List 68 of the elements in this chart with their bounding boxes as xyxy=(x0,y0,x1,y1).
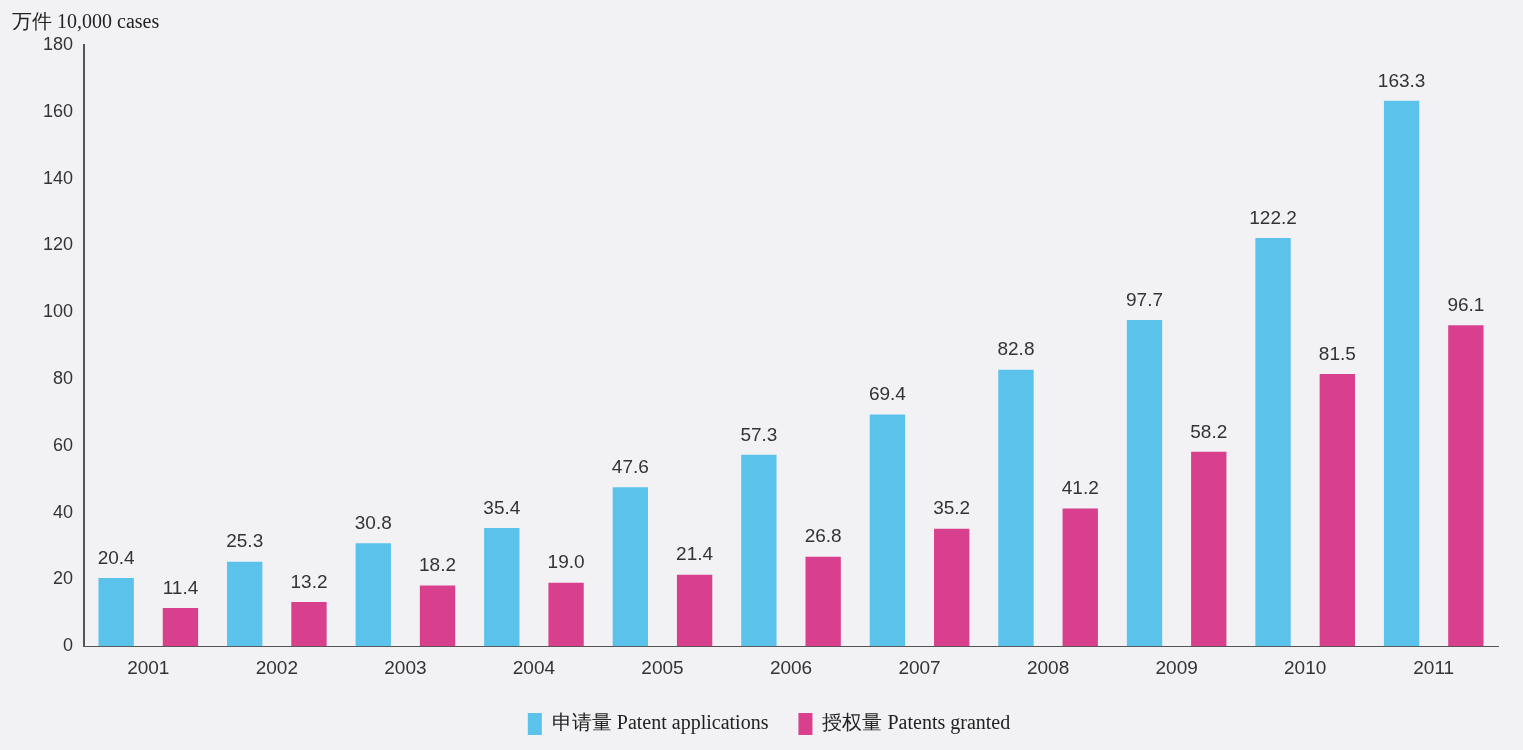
bar xyxy=(484,527,520,647)
y-axis-title: 万件 10,000 cases xyxy=(12,9,160,34)
bar xyxy=(1126,319,1163,647)
bar xyxy=(355,543,391,647)
y-tick-label: 180 xyxy=(42,33,74,54)
bar xyxy=(162,608,199,647)
data-label: 82.8 xyxy=(997,338,1035,360)
data-label: 58.2 xyxy=(1190,420,1228,442)
bar xyxy=(291,602,327,647)
data-label: 11.4 xyxy=(162,576,199,598)
y-tick-label: 160 xyxy=(42,100,74,121)
bar xyxy=(1448,325,1484,647)
y-tick-label: 100 xyxy=(42,301,74,322)
bar xyxy=(741,454,777,647)
y-tick-label: 40 xyxy=(53,501,74,522)
bar xyxy=(934,528,970,647)
data-label: 97.7 xyxy=(1126,288,1163,310)
data-label: 57.3 xyxy=(740,423,778,445)
x-tick-label: 2006 xyxy=(769,656,813,678)
data-label: 41.2 xyxy=(1061,477,1099,499)
data-label: 81.5 xyxy=(1318,342,1356,364)
x-tick-label: 2009 xyxy=(1155,656,1198,678)
data-label: 47.6 xyxy=(611,455,649,477)
legend-label: 申请量 Patent applications xyxy=(551,711,769,735)
bar xyxy=(1255,238,1291,647)
data-label: 20.4 xyxy=(97,546,136,568)
bar xyxy=(548,582,584,647)
bar xyxy=(1062,508,1098,647)
data-label: 21.4 xyxy=(676,543,714,565)
x-tick-label: 2002 xyxy=(255,656,298,678)
x-tick-label: 2004 xyxy=(512,656,556,678)
data-label: 19.0 xyxy=(547,551,585,573)
bar xyxy=(612,487,649,647)
data-label: 35.4 xyxy=(483,496,521,518)
data-label: 26.8 xyxy=(804,525,842,547)
x-tick-label: 2001 xyxy=(127,656,170,678)
bar xyxy=(1191,451,1227,647)
legend-label: 授权量 Patents granted xyxy=(822,711,1011,735)
bar xyxy=(419,585,456,647)
x-tick-label: 2011 xyxy=(1413,656,1455,678)
data-label: 96.1 xyxy=(1447,293,1485,315)
x-tick-label: 2007 xyxy=(898,656,941,678)
bar xyxy=(998,369,1034,647)
y-tick-label: 0 xyxy=(63,635,74,656)
data-label: 18.2 xyxy=(419,554,457,576)
bar xyxy=(98,578,134,647)
bar xyxy=(805,556,841,647)
y-tick-label: 20 xyxy=(53,568,74,589)
bar xyxy=(676,574,713,647)
x-tick-label: 2010 xyxy=(1284,656,1327,678)
y-tick-label: 60 xyxy=(53,434,74,455)
y-tick-label: 140 xyxy=(42,167,74,188)
data-label: 13.2 xyxy=(290,570,328,592)
data-label: 69.4 xyxy=(868,383,907,405)
x-tick-label: 2008 xyxy=(1026,656,1070,678)
data-label: 30.8 xyxy=(354,512,392,534)
data-label: 122.2 xyxy=(1249,206,1297,228)
data-label: 25.3 xyxy=(226,530,264,552)
bar xyxy=(1319,373,1355,647)
x-tick-label: 2003 xyxy=(384,656,427,678)
y-tick-label: 120 xyxy=(42,234,74,255)
y-tick-label: 80 xyxy=(53,367,74,388)
data-label: 35.2 xyxy=(933,497,971,519)
data-label: 163.3 xyxy=(1377,69,1426,91)
x-tick-label: 2005 xyxy=(641,656,684,678)
bar xyxy=(1383,100,1420,647)
bar xyxy=(869,414,906,647)
bar xyxy=(227,561,263,647)
